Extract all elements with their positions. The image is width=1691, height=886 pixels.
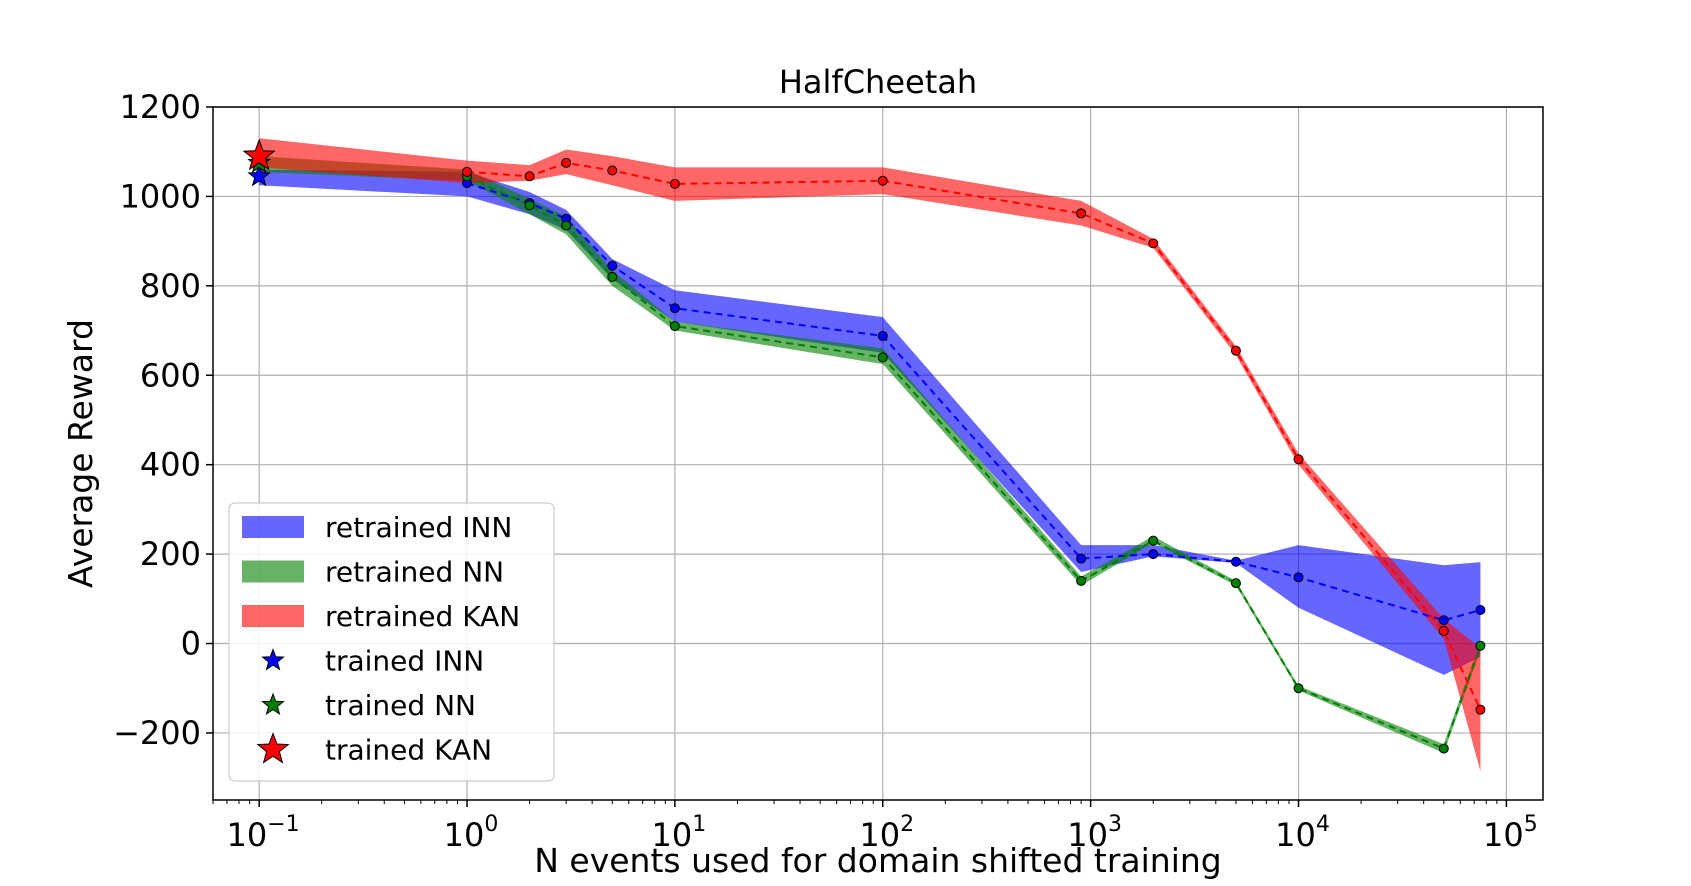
y-axis-label: Average Reward	[61, 319, 100, 588]
x-tick-label: 10−1	[227, 812, 300, 854]
y-tick-label: 1000	[120, 177, 201, 215]
legend-box	[228, 502, 555, 782]
x-axis-label: N events used for domain shifted trainin…	[534, 841, 1221, 880]
series-points	[461, 157, 1486, 754]
point-retrained-kan	[877, 175, 888, 186]
legend-label-retrained-kan: retrained KAN	[325, 600, 520, 633]
point-retrained-inn	[669, 303, 680, 314]
legend-star-trained-nn	[261, 692, 285, 716]
point-retrained-inn	[1230, 556, 1241, 567]
point-retrained-kan	[561, 157, 572, 168]
point-retrained-inn	[1438, 615, 1449, 626]
point-retrained-nn	[1148, 535, 1159, 546]
point-retrained-kan	[1438, 625, 1449, 636]
point-retrained-nn	[524, 200, 535, 211]
confidence-bands	[259, 138, 1481, 771]
point-retrained-nn	[669, 321, 680, 332]
point-retrained-nn	[877, 352, 888, 363]
point-retrained-kan	[524, 171, 535, 182]
point-retrained-kan	[1076, 208, 1087, 219]
point-retrained-nn	[1230, 578, 1241, 589]
trained-markers	[242, 138, 276, 187]
legend-swatch-retrained-kan	[242, 605, 304, 627]
x-tick-label: 102	[859, 812, 914, 854]
line-retrained-kan	[466, 161, 1482, 711]
point-retrained-nn	[1076, 575, 1087, 586]
point-retrained-kan	[607, 165, 618, 176]
legend-label-trained-kan: trained KAN	[325, 734, 492, 767]
x-tick-label: 101	[652, 812, 707, 854]
legend-label-retrained-nn: retrained NN	[325, 556, 504, 589]
point-retrained-inn	[607, 260, 618, 271]
legend-swatch-retrained-inn	[242, 516, 304, 538]
point-retrained-kan	[1293, 454, 1304, 465]
legend-label-trained-inn: trained INN	[325, 645, 484, 678]
y-tick-label: 1200	[120, 88, 201, 126]
point-retrained-inn	[1293, 572, 1304, 583]
legend-swatch-retrained-nn	[242, 560, 304, 583]
axis-ticks: 10−1 100 101 102 103 104 105 −200 0 200 400 600 800 1…	[113, 88, 1538, 854]
plot-frame	[212, 106, 1544, 801]
star-trained-kan	[242, 138, 276, 171]
point-retrained-kan	[1148, 238, 1159, 249]
point-retrained-nn	[1438, 743, 1449, 754]
point-retrained-nn	[607, 271, 618, 282]
band-retrained-inn	[259, 169, 1481, 675]
y-tick-label: 400	[140, 446, 201, 484]
point-retrained-kan	[1230, 345, 1241, 356]
legend-star-trained-inn	[261, 648, 285, 671]
y-tick-label: 600	[140, 356, 201, 394]
point-retrained-inn	[1475, 604, 1486, 615]
x-tick-label: 105	[1483, 812, 1538, 854]
y-tick-label: 800	[140, 267, 201, 305]
point-retrained-inn	[877, 330, 888, 341]
line-retrained-inn	[466, 182, 1481, 622]
y-tick-label: 0	[181, 625, 201, 663]
series-lines	[466, 161, 1482, 750]
point-retrained-nn	[1475, 640, 1486, 651]
point-retrained-kan	[461, 166, 472, 177]
legend-label-retrained-inn: retrained INN	[325, 511, 512, 544]
x-tick-label: 103	[1067, 812, 1122, 854]
x-tick-label: 104	[1275, 812, 1330, 854]
point-retrained-nn	[1293, 683, 1304, 694]
legend-label-trained-nn: trained NN	[325, 689, 476, 722]
legend-star-trained-kan	[256, 732, 290, 764]
point-retrained-inn	[1148, 549, 1159, 560]
point-retrained-inn	[1076, 553, 1087, 564]
legend: retrained INN retrained NN retrained KAN tr…	[228, 502, 555, 782]
star-trained-inn	[247, 163, 271, 187]
point-retrained-kan	[669, 178, 680, 189]
y-tick-label: −200	[113, 714, 201, 752]
point-retrained-kan	[1475, 704, 1486, 715]
chart-title: HalfCheetah	[779, 63, 977, 101]
x-tick-label: 100	[444, 812, 499, 854]
y-tick-label: 200	[140, 535, 201, 573]
line-retrained-nn	[466, 175, 1482, 750]
point-retrained-nn	[561, 220, 572, 231]
